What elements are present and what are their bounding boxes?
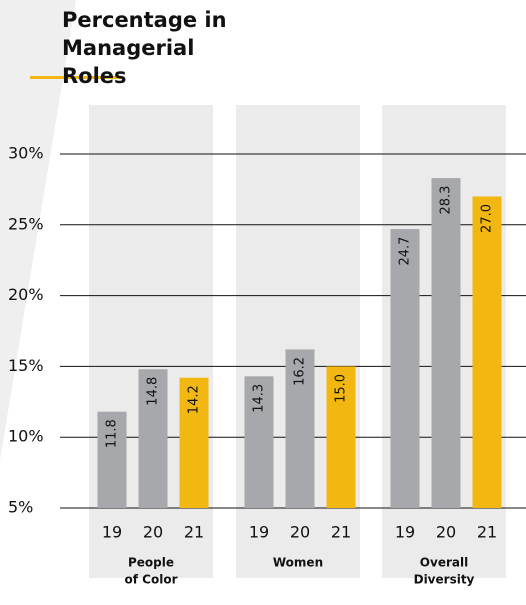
y-tick-label: 15% bbox=[8, 356, 44, 375]
value-label: 14.2 bbox=[187, 385, 202, 414]
y-tick-label: 20% bbox=[8, 285, 44, 304]
group-label: of Color bbox=[125, 573, 178, 587]
x-tick-label: 19 bbox=[102, 523, 122, 542]
value-label: 15.0 bbox=[334, 374, 349, 403]
group-label: Diversity bbox=[414, 573, 475, 587]
bar bbox=[285, 349, 315, 508]
value-label: 16.2 bbox=[293, 357, 308, 386]
y-tick-label: 25% bbox=[8, 214, 44, 233]
y-tick-label: 10% bbox=[8, 427, 44, 446]
group-label: Overall bbox=[420, 556, 468, 570]
x-tick-label: 20 bbox=[143, 523, 163, 542]
x-tick-label: 20 bbox=[290, 523, 310, 542]
x-tick-label: 21 bbox=[477, 523, 497, 542]
bar bbox=[244, 376, 274, 508]
value-label: 14.3 bbox=[252, 384, 267, 413]
value-label: 14.8 bbox=[146, 377, 161, 406]
chart-title: Percentage in Managerial Roles bbox=[62, 8, 227, 88]
bar bbox=[431, 178, 461, 508]
bar bbox=[472, 196, 502, 509]
value-label: 27.0 bbox=[480, 204, 495, 233]
x-tick-label: 20 bbox=[436, 523, 456, 542]
background-swoosh bbox=[0, 0, 76, 460]
y-tick-label: 5% bbox=[8, 498, 33, 517]
x-tick-label: 19 bbox=[249, 523, 269, 542]
x-tick-label: 21 bbox=[331, 523, 351, 542]
group-label: Women bbox=[273, 556, 323, 570]
bar bbox=[326, 366, 356, 508]
value-label: 24.7 bbox=[398, 237, 413, 266]
value-label: 11.8 bbox=[105, 419, 120, 448]
value-label: 28.3 bbox=[439, 186, 454, 215]
bar bbox=[138, 369, 168, 508]
y-tick-label: 30% bbox=[8, 144, 44, 163]
bar bbox=[390, 229, 420, 508]
x-tick-label: 19 bbox=[395, 523, 415, 542]
x-tick-label: 21 bbox=[184, 523, 204, 542]
title-underline bbox=[30, 76, 122, 79]
bar bbox=[179, 377, 209, 508]
group-label: People bbox=[128, 556, 174, 570]
bar bbox=[97, 411, 127, 508]
